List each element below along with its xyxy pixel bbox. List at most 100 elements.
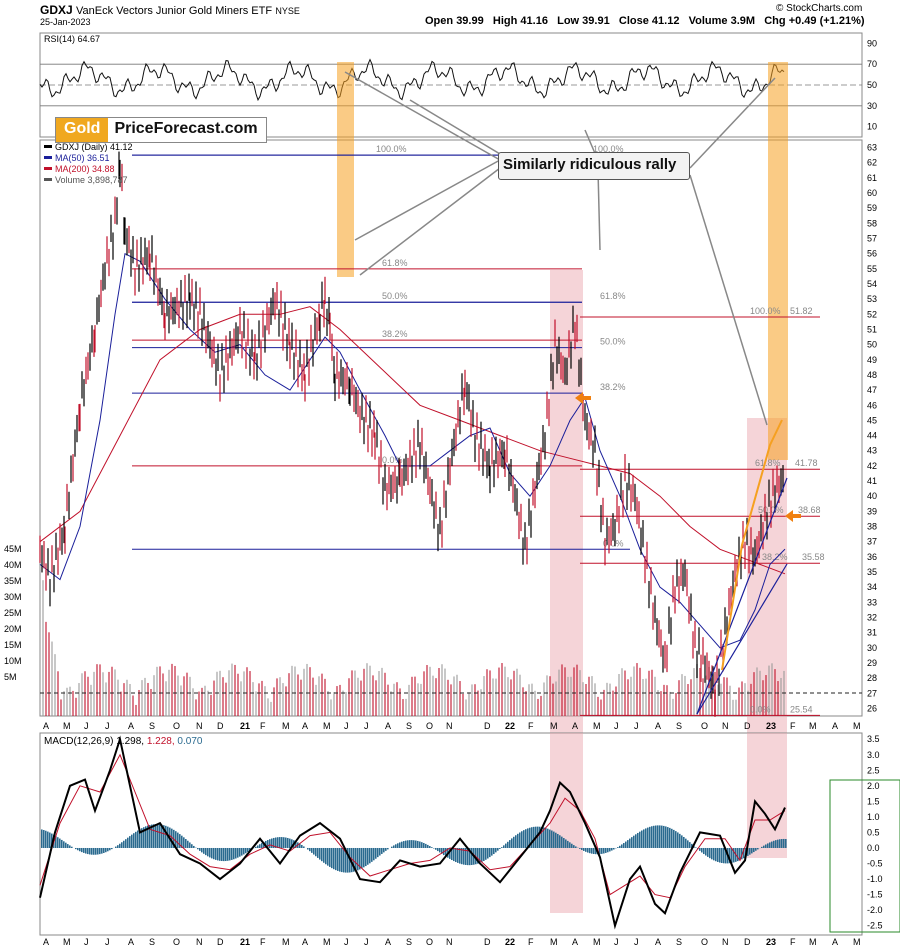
volume-bar <box>585 683 587 716</box>
macd-x-label: J <box>614 937 619 947</box>
macd-histogram-bar <box>237 847 239 858</box>
volume-bar <box>426 665 428 716</box>
volume-tick-label: 25M <box>4 608 22 618</box>
macd-histogram-bar <box>777 839 779 848</box>
price-x-label: A <box>302 721 308 731</box>
price-x-label: F <box>260 721 266 731</box>
volume-bar <box>144 677 146 716</box>
volume-bar <box>399 688 401 716</box>
price-tick-label: 46 <box>867 400 877 410</box>
volume-bar <box>348 678 350 716</box>
volume-bar <box>462 693 464 716</box>
volume-bar <box>366 663 368 716</box>
macd-histogram-bar <box>223 847 225 862</box>
macd-histogram-bar <box>327 847 329 866</box>
volume-bar <box>153 675 155 716</box>
macd-line <box>39 735 786 930</box>
volume-bar <box>63 691 65 716</box>
legend-swatch <box>44 167 52 170</box>
volume-bar <box>642 679 644 716</box>
volume-bar <box>699 668 701 716</box>
volume-bar <box>120 691 122 716</box>
volume-bar <box>438 668 440 716</box>
macd-histogram-bar <box>479 847 481 863</box>
volume-bar <box>645 678 647 716</box>
volume-bar <box>615 686 617 716</box>
price-x-label: A <box>572 721 578 731</box>
volume-bar <box>210 694 212 716</box>
fund-name: VanEck Vectors Junior Gold Miners ETF <box>76 5 273 17</box>
macd-histogram-bar <box>509 840 511 848</box>
volume-bar <box>360 680 362 716</box>
volume-bar <box>378 671 380 716</box>
macd-histogram-bar <box>419 841 421 848</box>
legend-entry: MA(50) 36.51 <box>55 153 110 163</box>
volume-bar <box>468 692 470 716</box>
macd-histogram-bar <box>351 847 353 873</box>
macd-histogram-bar <box>91 847 93 855</box>
volume-bar <box>384 672 386 716</box>
volume-bar <box>84 671 86 716</box>
macd-histogram-bar <box>179 834 181 848</box>
macd-histogram-bar <box>629 838 631 848</box>
macd-histogram-bar <box>673 829 675 848</box>
price-x-label: M <box>853 721 861 731</box>
volume-tick-label: 5M <box>4 672 17 682</box>
macd-histogram-bar <box>59 838 61 848</box>
price-tick-label: 37 <box>867 537 877 547</box>
volume-bar <box>396 682 398 716</box>
macd-histogram-bar <box>725 847 727 864</box>
macd-histogram-bar <box>393 845 395 848</box>
macd-x-label: M <box>550 937 558 947</box>
volume-bar <box>516 668 518 716</box>
macd-histogram-bar <box>277 837 279 848</box>
volume-bar <box>639 667 641 716</box>
macd-histogram-bar <box>711 847 713 860</box>
volume-bar <box>75 697 77 716</box>
rsi-tick-label: 70 <box>867 59 877 69</box>
volume-bar <box>177 675 179 716</box>
volume-bar <box>330 699 332 716</box>
macd-histogram-bar <box>411 840 413 848</box>
volume-bar <box>216 671 218 716</box>
volume-bar <box>294 666 296 716</box>
volume-bar <box>102 672 104 716</box>
volume-bar <box>333 692 335 716</box>
volume-bar <box>726 677 728 716</box>
volume-bar <box>255 691 257 716</box>
macd-x-label: D <box>744 937 751 947</box>
macd-histogram-bar <box>425 843 427 848</box>
volume-bar <box>339 684 341 716</box>
macd-histogram-bar <box>553 831 555 848</box>
macd-histogram-bar <box>395 844 397 848</box>
macd-histogram-bar <box>409 840 411 848</box>
legend-swatch <box>44 178 52 181</box>
macd-histogram-bar <box>763 845 765 848</box>
rsi-tick-label: 30 <box>867 101 877 111</box>
macd-histogram-bar <box>135 831 137 848</box>
volume-bar <box>363 668 365 716</box>
macd-histogram-bar <box>281 837 283 848</box>
macd-tick-label: 1.5 <box>867 796 880 806</box>
volume-bar <box>549 676 551 716</box>
macd-histogram-bar <box>273 837 275 848</box>
callout-connector <box>409 99 511 161</box>
macd-histogram-bar <box>513 836 515 848</box>
price-tick-label: 42 <box>867 461 877 471</box>
volume-tick-label: 40M <box>4 560 22 570</box>
rsi-tick-label: 90 <box>867 38 877 48</box>
volume-bar <box>423 671 425 716</box>
macd-histogram-bar <box>243 847 245 855</box>
macd-histogram-bar <box>703 847 705 855</box>
volume-bar <box>327 691 329 716</box>
macd-histogram-bar <box>205 847 207 856</box>
macd-histogram-bar <box>63 841 65 848</box>
macd-x-label: J <box>105 937 110 947</box>
macd-histogram-bar <box>57 837 59 848</box>
price-tick-label: 63 <box>867 143 877 153</box>
volume-bar <box>303 668 305 716</box>
volume-bar <box>663 684 665 716</box>
volume-bar <box>762 680 764 716</box>
price-x-label: D <box>217 721 224 731</box>
